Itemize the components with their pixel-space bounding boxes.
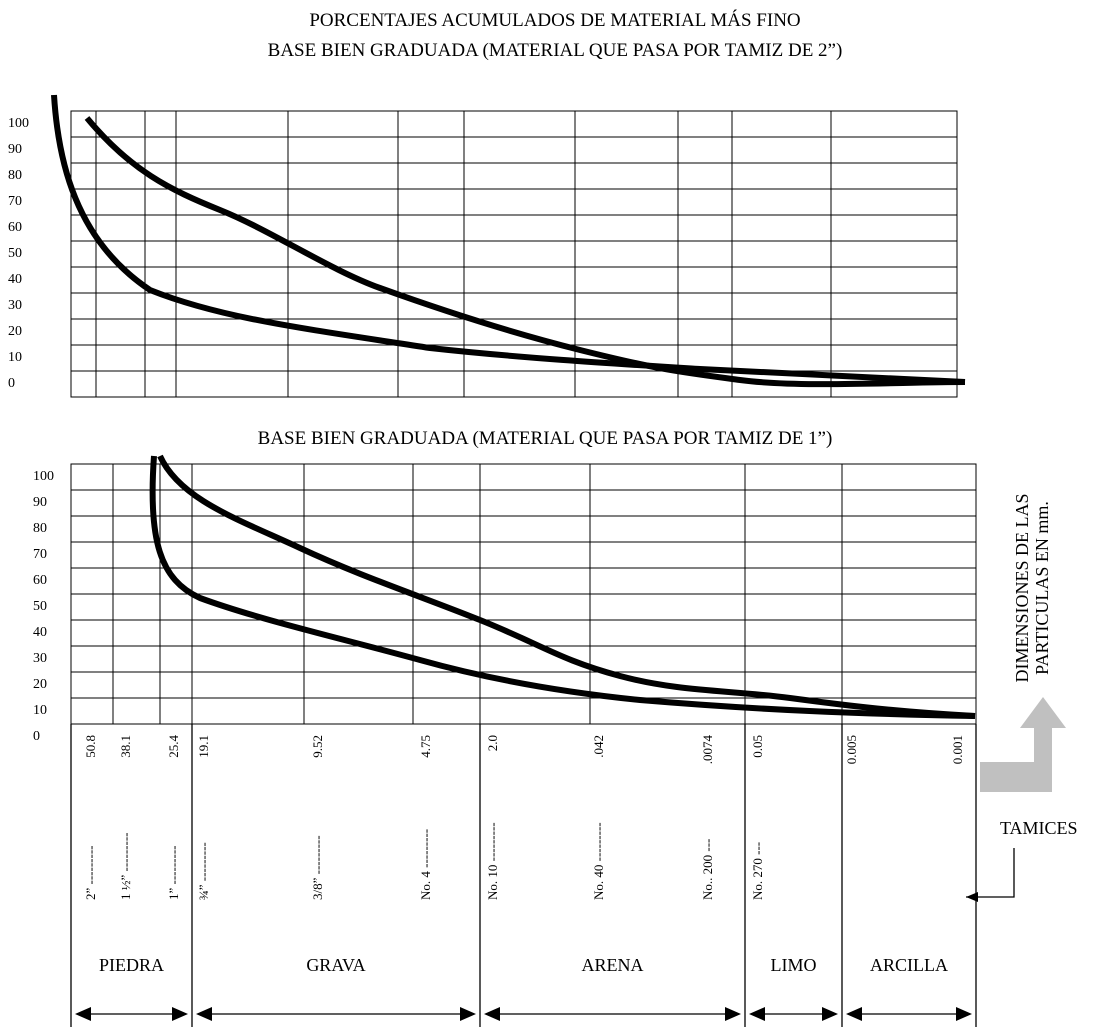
sieve-name-label: 1” ---------: [166, 846, 181, 900]
chart2-title: BASE BIEN GRADUADA (MATERIAL QUE PASA PO…: [258, 428, 833, 449]
chart-bottom-ytick-label: 20: [33, 677, 47, 692]
chart-top-ytick-label: 100: [8, 116, 29, 131]
sieve-mm-label: 38.1: [118, 735, 133, 758]
sieve-mm-label: 50.8: [83, 735, 98, 758]
sieve-name-label: No. 10 ---------: [485, 822, 500, 900]
chart-top-ytick-label: 60: [8, 220, 22, 235]
tamices-arrowhead-icon: [966, 892, 978, 902]
chart-top-curve-lower: [51, 94, 966, 385]
soil-class-bands: PIEDRA GRAVA ARENA LIMO ARCILLA: [70, 724, 977, 1027]
sieve-mm-label: 25.4: [166, 735, 181, 758]
sieve-name-label: No. 40 ---------: [591, 822, 606, 900]
tamices-pointer: [966, 848, 1015, 898]
chart-top-grid: [70, 110, 958, 398]
sieve-mm-label: 0.05: [750, 735, 765, 758]
chart-bottom-ytick-label: 60: [33, 573, 47, 588]
arrowhead-left-icon: [749, 1007, 765, 1021]
arrowhead-left-icon: [75, 1007, 91, 1021]
chart-top-ytick-label: 10: [8, 350, 22, 365]
chart-top-curves: [51, 94, 966, 388]
chart-bottom-ytick-label: 50: [33, 599, 47, 614]
chart-top-ytick-label: 70: [8, 194, 22, 209]
chart-bottom-ytick-label: 100: [33, 469, 54, 484]
sieve-mm-label: .0074: [700, 735, 715, 765]
chart-top-ytick-label: 80: [8, 168, 22, 183]
chart-top-ytick-label: 20: [8, 324, 22, 339]
sieve-mm-label: 9.52: [310, 735, 325, 758]
arrowhead-left-icon: [196, 1007, 212, 1021]
sieve-mm-label: 0.005: [844, 735, 859, 764]
chart-top-curve-upper: [84, 116, 966, 388]
arrowhead-right-icon: [460, 1007, 476, 1021]
chart-bottom-ytick-label: 40: [33, 625, 47, 640]
sieve-name-label: ¾” ---------: [196, 842, 211, 900]
chart-bottom-curves: [149, 454, 976, 719]
sieve-mm-label: 0.001: [950, 735, 965, 764]
arrowhead-left-icon: [846, 1007, 862, 1021]
gray-bent-arrow-icon: [980, 697, 1066, 792]
sieve-name-label: No. 4 ---------: [418, 829, 433, 900]
arrowhead-left-icon: [484, 1007, 500, 1021]
chart1-title: BASE BIEN GRADUADA (MATERIAL QUE PASA PO…: [268, 40, 843, 61]
arrowhead-right-icon: [725, 1007, 741, 1021]
side-label-line1: DIMENSIONES DE LAS: [1012, 494, 1032, 683]
chart-bottom-grid: [70, 463, 977, 725]
chart-bottom-ytick-label: 70: [33, 547, 47, 562]
soil-class-label: GRAVA: [306, 955, 365, 975]
chart-bottom-ytick-label: 80: [33, 521, 47, 536]
sieve-name-label: 1 ½” ---------: [118, 833, 133, 900]
side-label-line2: PARTICULAS EN mm.: [1032, 501, 1052, 675]
tamices-label: TAMICES: [1000, 818, 1078, 838]
chart-top-ytick-label: 50: [8, 246, 22, 261]
chart-top-ytick-label: 90: [8, 142, 22, 157]
chart-bottom-ytick-label: 30: [33, 651, 47, 666]
soil-class-label: ARENA: [582, 955, 644, 975]
chart-top-frame: [70, 110, 958, 398]
sieve-name-label: 3/8” ---------: [310, 835, 325, 900]
chart-bottom-ytick-label: 10: [33, 703, 47, 718]
sieve-name-label: No. 270 ---: [750, 842, 765, 900]
sieve-mm-label: .042: [591, 735, 606, 758]
soil-class-label: ARCILLA: [870, 955, 948, 975]
chart-top-ytick-label: 0: [8, 376, 15, 391]
arrowhead-right-icon: [956, 1007, 972, 1021]
figure-title: PORCENTAJES ACUMULADOS DE MATERIAL MÁS F…: [309, 9, 800, 31]
sieve-labels: 2” --------- 50.8 1 ½” --------- 38.1 1” ---…: [83, 735, 965, 901]
chart-top-ytick-label: 30: [8, 298, 22, 313]
sieve-mm-label: 19.1: [196, 735, 211, 758]
chart-bottom-curve-upper: [157, 454, 976, 719]
chart-bottom-ytick-label: 0: [33, 729, 40, 744]
sieve-mm-label: 4.75: [418, 735, 433, 758]
sieve-name-label: 2” ---------: [83, 846, 98, 900]
sieve-mm-label: 2.0: [485, 735, 500, 751]
soil-class-label: LIMO: [771, 955, 817, 975]
soil-class-label: PIEDRA: [99, 955, 164, 975]
arrowhead-right-icon: [822, 1007, 838, 1021]
chart-bottom-curve-lower: [149, 455, 976, 719]
sieve-name-label: No.. 200 ---: [700, 839, 715, 900]
chart-top-ytick-label: 40: [8, 272, 22, 287]
arrowhead-right-icon: [172, 1007, 188, 1021]
chart-bottom-ytick-label: 90: [33, 495, 47, 510]
particle-dimensions-label: DIMENSIONES DE LAS PARTICULAS EN mm.: [1012, 494, 1052, 683]
